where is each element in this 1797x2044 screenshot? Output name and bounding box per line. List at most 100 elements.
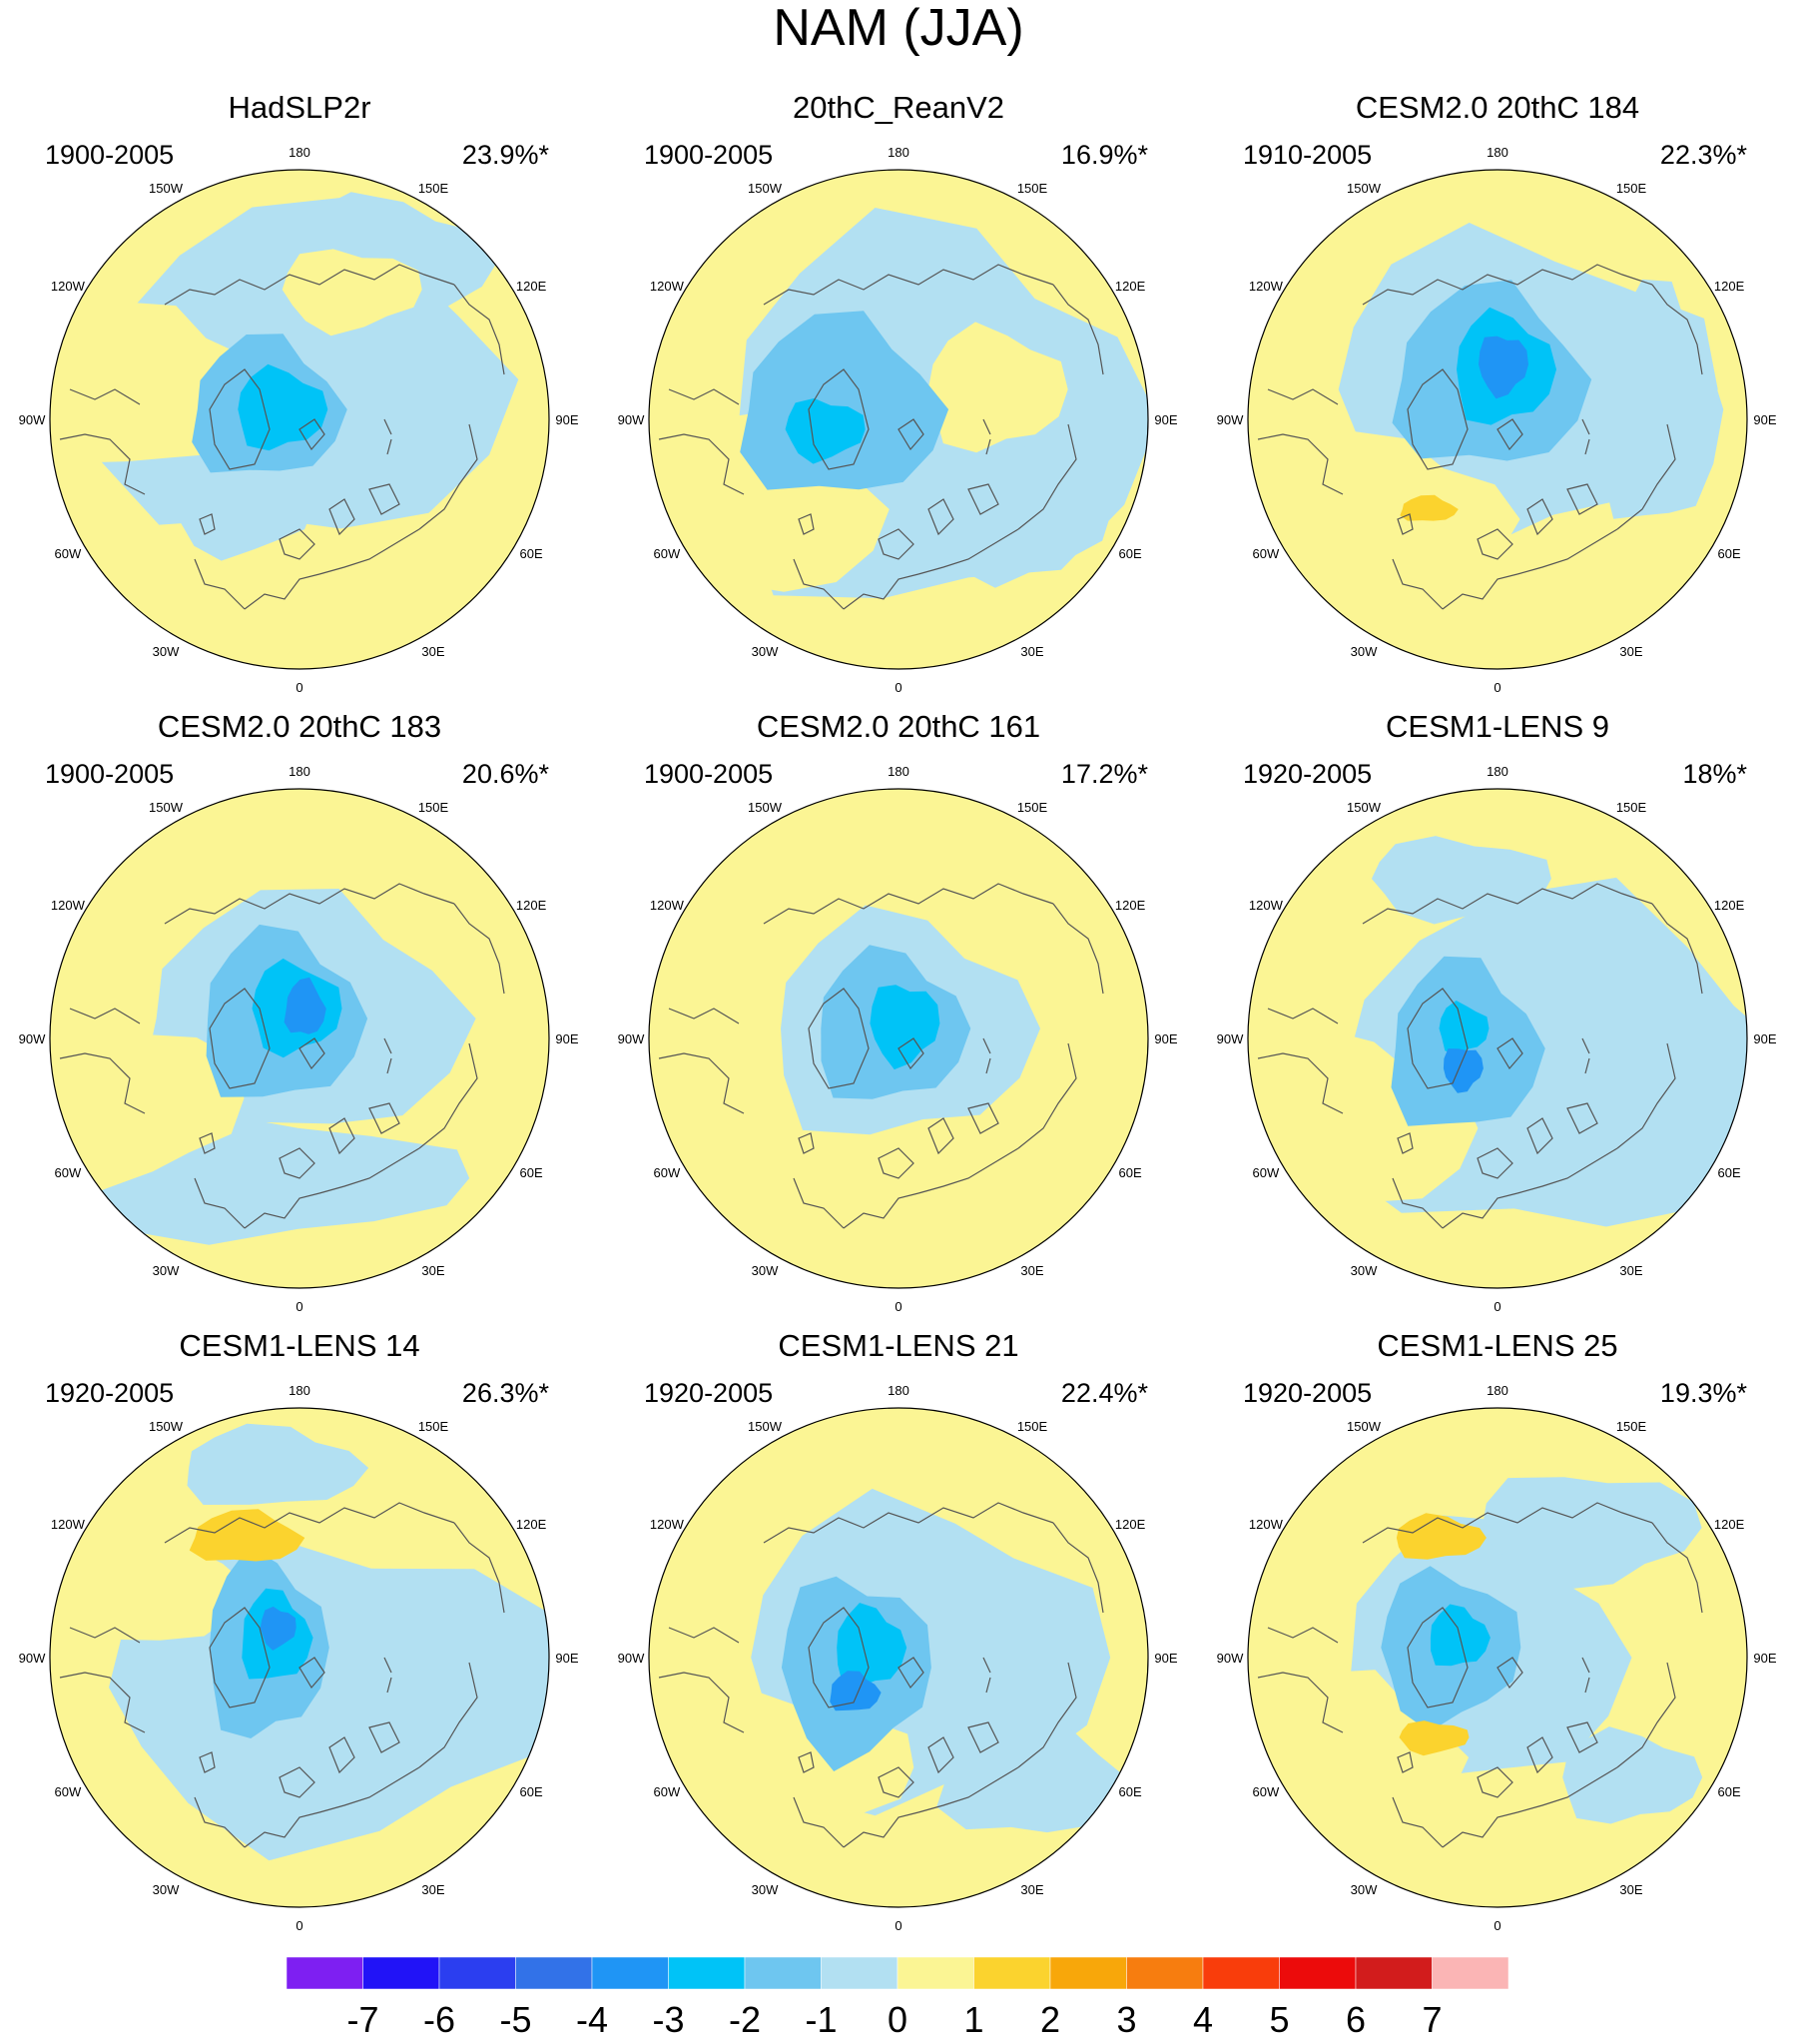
map-panel: 180 150E 120E 90E 60E 30E 0 30W 60W 90W 120W 150W CE… bbox=[1198, 709, 1797, 1328]
panel-period: 1920-2005 bbox=[1243, 759, 1373, 789]
colorbar-tick-label: 7 bbox=[1422, 1999, 1442, 2040]
coastline bbox=[209, 988, 271, 1089]
colorbar-cell bbox=[1049, 1957, 1127, 1990]
coastline bbox=[199, 1751, 216, 1773]
contour-level-1-to-2 bbox=[1400, 494, 1459, 521]
coastline bbox=[1052, 903, 1104, 995]
colorbar-tick-label: 0 bbox=[888, 1999, 907, 2040]
coastline bbox=[1407, 1607, 1469, 1708]
longitude-label: 0 bbox=[296, 1299, 302, 1314]
longitude-label: 30E bbox=[1619, 644, 1642, 659]
polar-map: 180 150E 120E 90E 60E 30E 0 30W 60W 90W 120W 150W bbox=[618, 1383, 1178, 1933]
colorbar-cell bbox=[1355, 1957, 1433, 1990]
coastline bbox=[1442, 1192, 1518, 1229]
longitude-label: 120E bbox=[516, 1517, 547, 1532]
longitude-label: 90W bbox=[1217, 1031, 1244, 1046]
contour-level--3 bbox=[870, 985, 940, 1070]
coastline bbox=[328, 1736, 355, 1774]
longitude-label: 30W bbox=[153, 1882, 180, 1897]
coastline bbox=[1257, 433, 1344, 495]
coastline bbox=[328, 498, 355, 536]
map-fill bbox=[649, 1408, 1148, 1907]
contour-level-0-to-1 bbox=[282, 249, 422, 337]
panel-title: 20thC_ReanV2 bbox=[793, 90, 1004, 125]
coastline bbox=[328, 1117, 355, 1155]
longitude-label: 60E bbox=[1119, 1784, 1142, 1799]
contour-level--3 bbox=[238, 363, 328, 451]
coastline bbox=[383, 418, 392, 455]
map-fill bbox=[649, 170, 1148, 669]
coastline bbox=[763, 264, 1054, 306]
contour-level--1-to-0 bbox=[936, 1709, 1127, 1833]
contour-level--3 bbox=[1430, 1604, 1491, 1667]
map-panel: 180 150E 120E 90E 60E 30E 0 30W 60W 90W 120W 150W Ha… bbox=[0, 90, 599, 709]
longitude-label: 30E bbox=[1020, 644, 1043, 659]
longitude-label: 180 bbox=[888, 145, 909, 160]
coastline bbox=[878, 528, 914, 560]
coastline bbox=[1017, 423, 1077, 530]
longitude-label: 180 bbox=[888, 1383, 909, 1398]
coastline bbox=[982, 1657, 991, 1694]
coastline bbox=[898, 1037, 924, 1070]
coastline bbox=[244, 1811, 320, 1848]
longitude-label: 90W bbox=[618, 1651, 645, 1666]
colorbar-cell bbox=[1279, 1957, 1357, 1990]
map-panel: 180 150E 120E 90E 60E 30E 0 30W 60W 90W 120W 150W CE… bbox=[1198, 90, 1797, 709]
longitude-label: 30W bbox=[752, 644, 779, 659]
coastline bbox=[982, 418, 991, 455]
colorbar-tick-label: 2 bbox=[1040, 1999, 1060, 2040]
longitude-label: 120W bbox=[650, 1517, 685, 1532]
longitude-label: 150W bbox=[149, 181, 184, 196]
panel-title: CESM1-LENS 25 bbox=[1377, 1328, 1618, 1363]
coastline bbox=[1362, 883, 1653, 925]
longitude-label: 180 bbox=[289, 764, 310, 779]
map-fill bbox=[1248, 789, 1747, 1288]
longitude-label: 60E bbox=[1718, 1165, 1741, 1180]
longitude-label: 90W bbox=[19, 412, 46, 427]
longitude-label: 30E bbox=[421, 1263, 444, 1278]
longitude-label: 150W bbox=[149, 800, 184, 815]
colorbar-cell bbox=[821, 1957, 898, 1990]
panel-period: 1910-2005 bbox=[1243, 140, 1373, 170]
coastline bbox=[1651, 903, 1703, 995]
longitude-label: 120W bbox=[1249, 898, 1284, 913]
longitude-label: 150W bbox=[1347, 181, 1382, 196]
polar-map: 180 150E 120E 90E 60E 30E 0 30W 60W 90W 120W 150W bbox=[19, 145, 579, 695]
coastlines bbox=[658, 264, 1104, 610]
longitude-label: 60W bbox=[654, 546, 681, 561]
coastline bbox=[299, 1657, 325, 1690]
longitude-label: 30W bbox=[153, 1263, 180, 1278]
longitude-label: 150E bbox=[1017, 181, 1048, 196]
longitude-label: 180 bbox=[1487, 1383, 1508, 1398]
map-fill bbox=[649, 789, 1148, 1288]
colorbar-cell bbox=[438, 1957, 516, 1990]
longitude-label: 60W bbox=[55, 1784, 82, 1799]
coastline bbox=[1516, 1766, 1618, 1813]
map-fill bbox=[1248, 1408, 1747, 1907]
longitude-label: 60E bbox=[520, 546, 543, 561]
coastline bbox=[199, 513, 216, 535]
panel-variance: 20.6%* bbox=[461, 759, 549, 789]
longitude-label: 180 bbox=[289, 1383, 310, 1398]
coastline bbox=[69, 388, 141, 405]
coastline bbox=[1392, 1796, 1444, 1848]
longitude-label: 90W bbox=[19, 1031, 46, 1046]
longitude-label: 0 bbox=[895, 1918, 901, 1933]
longitude-label: 150W bbox=[149, 1419, 184, 1434]
coastline bbox=[194, 558, 246, 610]
longitude-label: 30E bbox=[421, 1882, 444, 1897]
contour-level--1-to-0 bbox=[172, 461, 312, 561]
coastline bbox=[164, 883, 455, 925]
coastline bbox=[898, 418, 924, 451]
coastline bbox=[1497, 1657, 1523, 1690]
colorbar-tick-label: -2 bbox=[729, 1999, 761, 2040]
coastline bbox=[1526, 498, 1553, 536]
longitude-label: 150E bbox=[1616, 1419, 1647, 1434]
coastline bbox=[1566, 483, 1598, 515]
map-boundary bbox=[1247, 1407, 1748, 1908]
coastline bbox=[793, 1177, 845, 1229]
panel-period: 1900-2005 bbox=[644, 759, 774, 789]
panel-variance: 22.3%* bbox=[1659, 140, 1747, 170]
longitude-label: 60E bbox=[520, 1165, 543, 1180]
coastline bbox=[1566, 1102, 1598, 1134]
